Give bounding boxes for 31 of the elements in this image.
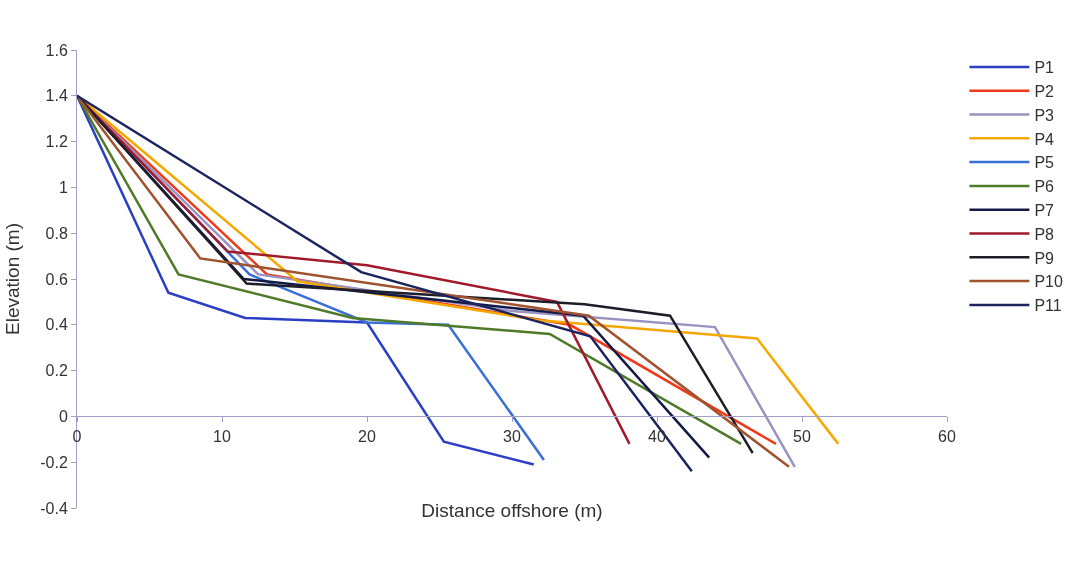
y-tick-label: 1.4 [45,87,68,105]
x-tick-label: 30 [503,427,521,445]
legend-label: P5 [1034,154,1055,172]
legend-label: P4 [1034,130,1055,148]
legend-label: P2 [1034,82,1055,100]
legend-label: P3 [1034,106,1055,124]
y-tick-label: 0.2 [45,362,68,380]
y-tick-label: 1 [58,179,68,196]
x-tick-label: 60 [938,427,956,445]
legend-label: P1 [1034,59,1055,77]
legend-label: P7 [1034,201,1055,219]
legend-label: P11 [1034,297,1062,315]
y-tick-label: -0.2 [40,453,68,471]
x-tick-label: 10 [213,427,231,445]
y-tick-label: 0.6 [45,270,68,288]
y-axis-title: Elevation (m) [2,223,24,335]
y-tick-label: 1.2 [45,133,68,151]
x-tick-label: 0 [72,427,82,445]
legend-label: P6 [1034,178,1055,196]
y-tick-label: 0.8 [45,224,68,242]
x-tick-label: 40 [648,427,666,445]
x-axis-title: Distance offshore (m) [421,500,603,522]
legend-label: P8 [1034,225,1055,243]
legend-label: P10 [1034,273,1063,291]
legend-label: P9 [1034,249,1055,267]
x-tick-label: 20 [358,427,376,445]
y-tick-label: -0.4 [40,499,68,517]
y-tick-label: 1.6 [45,41,68,59]
y-tick-label: 0.4 [45,316,68,334]
x-tick-label: 50 [793,427,811,445]
y-tick-label: 0 [58,408,68,425]
